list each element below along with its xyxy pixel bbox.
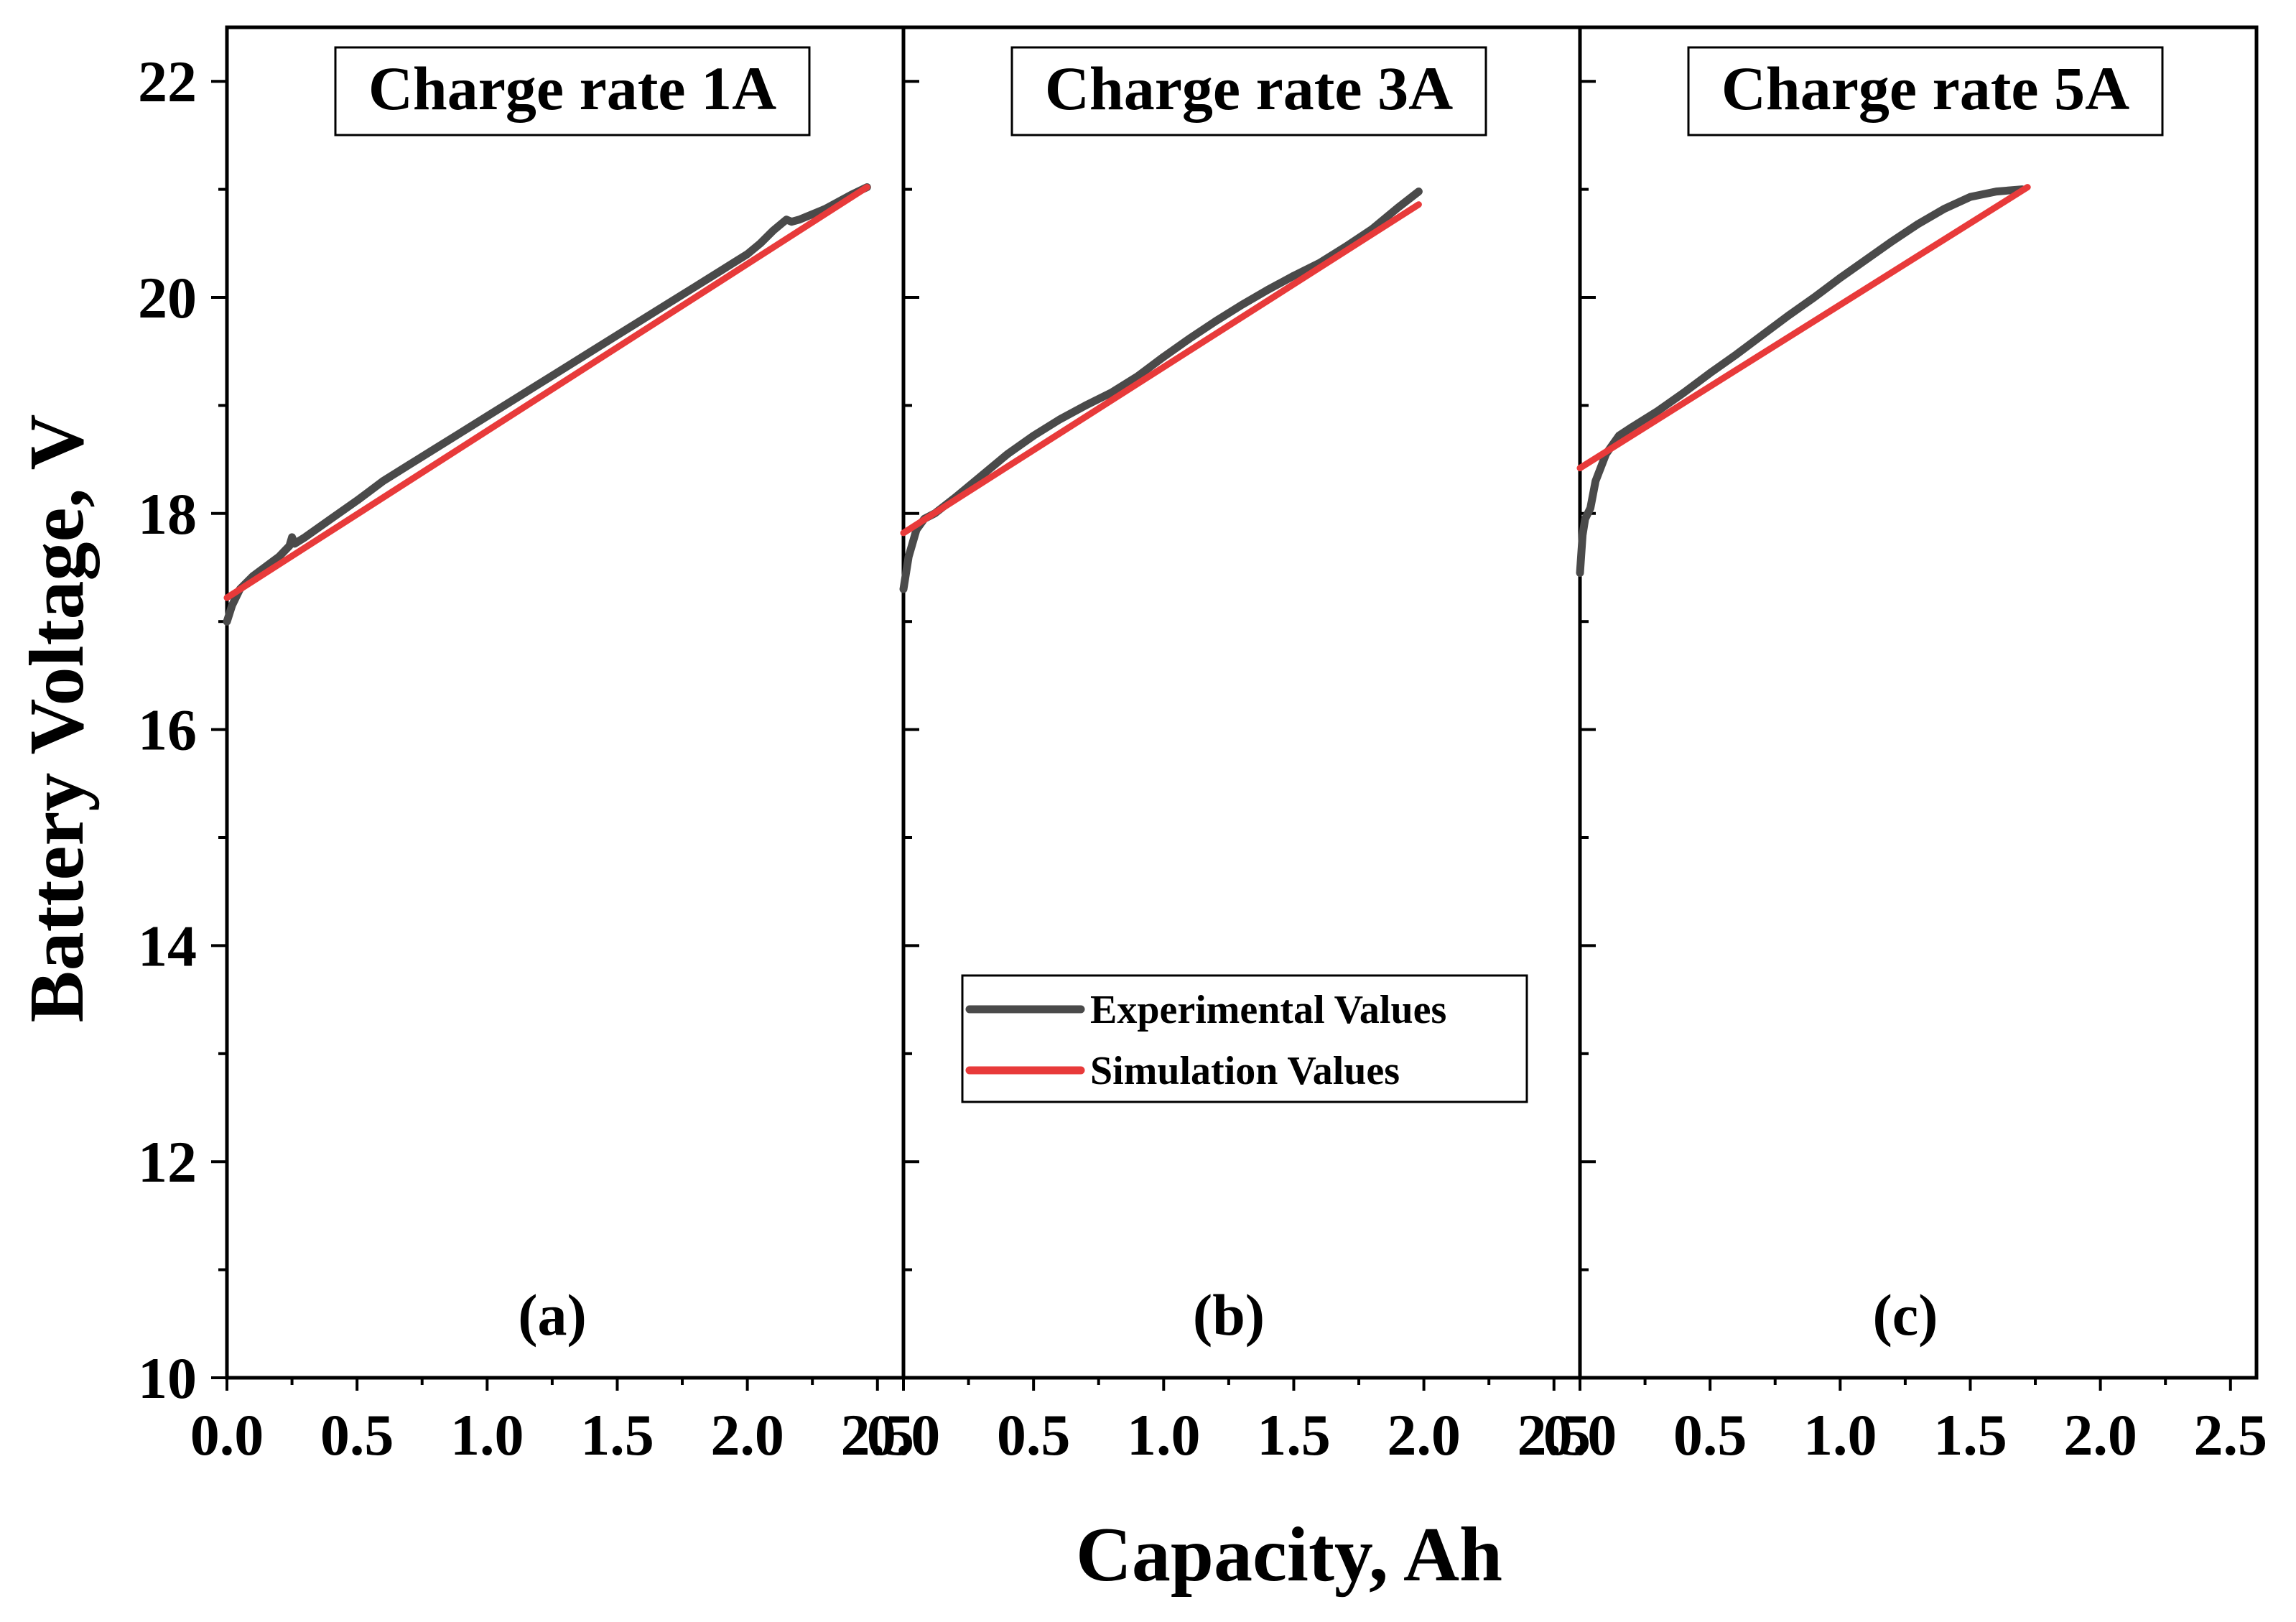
y-axis-title: Battery Voltage, V (14, 414, 100, 1023)
panel-title-box: Charge rate 5A (1687, 46, 2164, 136)
series-simulation-values (1576, 184, 2031, 472)
panel-title-frame (1687, 46, 2164, 136)
panel-1: 0.0 0.5 1.0 1.5 2.0 2.5 10 12 14 16 18 20 22 Charge r… (138, 25, 915, 1468)
panel-title-frame (1010, 46, 1487, 136)
panel-title-box: Charge rate 1A (334, 46, 811, 136)
series-simulation-values (900, 201, 1422, 537)
panel-frame (1578, 25, 2259, 1380)
legend-label-experimental: Experimental Values (1090, 988, 1446, 1032)
panel-title: Charge rate 3A (1045, 54, 1453, 123)
x-tick-label: 0.0 (1543, 1402, 1617, 1468)
x-tick-label: 1.0 (1803, 1402, 1877, 1468)
panel-2: 0.0 0.5 1.0 1.5 2.0 2.5 Charge rate 3A (b) (867, 25, 1591, 1468)
panel-3: 0.0 0.5 1.0 1.5 2.0 2.5 Charge rate 5A (c) (1543, 25, 2268, 1468)
x-tick-label: 2.5 (1518, 1402, 1591, 1468)
x-tick-label: 0.5 (1673, 1402, 1747, 1468)
x-tick-label: 1.5 (1257, 1402, 1331, 1468)
panel-title-frame (334, 46, 811, 136)
series-experimental-values (223, 183, 871, 626)
series-simulation-values (223, 184, 870, 601)
x-axis-title: Capacity, Ah (1076, 1512, 1502, 1598)
panel-frame (901, 25, 1582, 1380)
x-tick-label: 2.0 (2063, 1402, 2137, 1468)
series-experimental-values (1576, 185, 2027, 577)
y-tick-label: 12 (138, 1129, 197, 1195)
x-tick-label: 1.0 (450, 1402, 524, 1468)
legend-label-simulation: Simulation Values (1090, 1049, 1400, 1093)
x-tick-label: 1.5 (1933, 1402, 2007, 1468)
panels: 0.0 0.5 1.0 1.5 2.0 2.5 10 12 14 16 18 20 22 Charge r… (138, 25, 2268, 1468)
x-tick-label: 0.0 (190, 1402, 264, 1468)
x-tick-label: 1.0 (1127, 1402, 1201, 1468)
y-tick-label: 18 (138, 481, 197, 547)
x-tick-label: 0.0 (867, 1402, 941, 1468)
x-tick-label: 1.5 (580, 1402, 654, 1468)
y-tick-label: 20 (138, 265, 197, 330)
legend-box (961, 974, 1528, 1103)
y-tick-label: 14 (138, 913, 197, 978)
x-tick-label: 2.5 (841, 1402, 915, 1468)
y-tick-label: 10 (138, 1345, 197, 1411)
panel-tag: (a) (518, 1282, 587, 1348)
y-tick-label: 16 (138, 698, 197, 763)
x-tick-label: 2.0 (710, 1402, 784, 1468)
legend: Experimental Values Simulation Values (961, 974, 1528, 1103)
x-tick-label: 0.5 (997, 1402, 1071, 1468)
x-tick-label: 2.0 (1387, 1402, 1461, 1468)
panel-tag: (c) (1872, 1282, 1938, 1348)
y-tick-label: 22 (138, 49, 197, 114)
panel-title: Charge rate 5A (1721, 54, 2129, 123)
panel-title-box: Charge rate 3A (1010, 46, 1487, 136)
x-tick-label: 0.5 (320, 1402, 394, 1468)
panel-title: Charge rate 1A (368, 54, 776, 123)
panel-tag: (b) (1193, 1282, 1265, 1348)
x-tick-label: 2.5 (2194, 1402, 2268, 1468)
